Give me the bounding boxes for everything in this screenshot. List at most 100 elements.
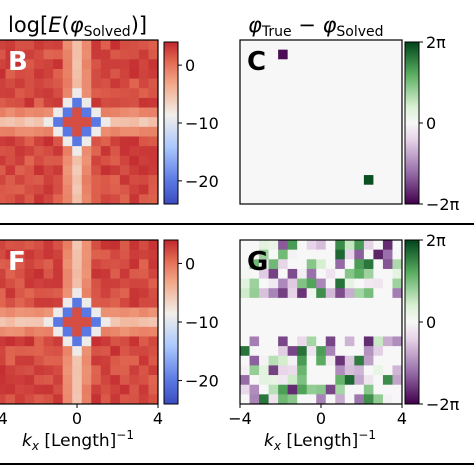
heatmap-cell bbox=[287, 146, 298, 157]
heatmap-cell bbox=[382, 384, 393, 395]
heatmap-cell bbox=[335, 146, 346, 157]
heatmap-cell bbox=[344, 249, 355, 260]
heatmap-cell bbox=[110, 346, 121, 357]
heatmap-cell bbox=[138, 394, 149, 405]
heatmap-cell bbox=[259, 384, 269, 395]
heatmap-cell bbox=[34, 384, 45, 395]
heatmap-cell bbox=[119, 146, 130, 157]
heatmap-cell bbox=[287, 40, 298, 51]
heatmap-cell bbox=[268, 384, 279, 395]
colorbar-tick-label: −2π bbox=[426, 195, 460, 214]
heatmap-cell bbox=[363, 297, 374, 308]
heatmap-cell bbox=[53, 40, 64, 51]
heatmap-cell bbox=[119, 384, 130, 395]
heatmap-cell bbox=[363, 184, 374, 195]
heatmap-cell bbox=[268, 49, 279, 60]
heatmap-cell bbox=[53, 78, 64, 89]
heatmap-cell bbox=[119, 88, 130, 99]
heatmap-cell bbox=[297, 88, 308, 99]
heatmap-cell bbox=[129, 40, 140, 51]
heatmap-cell bbox=[129, 165, 140, 176]
heatmap-cell bbox=[129, 49, 140, 60]
heatmap-cell bbox=[259, 307, 269, 318]
heatmap-cell bbox=[278, 107, 289, 118]
heatmap-cell bbox=[62, 68, 73, 79]
heatmap-cell bbox=[335, 78, 346, 89]
heatmap-cell bbox=[278, 307, 289, 318]
heatmap-cell bbox=[373, 49, 384, 60]
heatmap-cell bbox=[110, 184, 121, 195]
heatmap-cell bbox=[278, 126, 289, 137]
heatmap-cell bbox=[15, 175, 25, 186]
heatmap-cell bbox=[34, 68, 45, 79]
heatmap-cell bbox=[392, 259, 403, 270]
heatmap-cell bbox=[268, 268, 279, 279]
heatmap-cell bbox=[129, 297, 140, 308]
heatmap-cell bbox=[240, 194, 250, 205]
heatmap-cell bbox=[5, 346, 16, 357]
heatmap-cell bbox=[392, 288, 403, 299]
heatmap-cell bbox=[259, 68, 269, 79]
heatmap-cell bbox=[15, 259, 25, 270]
heatmap-cell bbox=[0, 40, 6, 51]
colorbar-phase-top bbox=[404, 41, 420, 205]
heatmap-cell bbox=[354, 97, 365, 108]
heatmap-cell bbox=[100, 288, 111, 299]
heatmap-cell bbox=[392, 249, 403, 260]
heatmap-cell bbox=[259, 97, 269, 108]
heatmap-cell bbox=[5, 384, 16, 395]
heatmap-cell bbox=[53, 146, 64, 157]
heatmap-cell bbox=[62, 259, 73, 270]
heatmap-cell bbox=[91, 59, 102, 70]
heatmap-cell bbox=[119, 184, 130, 195]
heatmap-cell bbox=[15, 126, 25, 137]
heatmap-cell bbox=[278, 259, 289, 270]
heatmap-cell bbox=[100, 40, 111, 51]
heatmap-cell bbox=[5, 297, 16, 308]
heatmap-cell bbox=[240, 184, 250, 195]
heatmap-cell bbox=[240, 40, 250, 51]
heatmap-cell bbox=[373, 146, 384, 157]
heatmap-cell bbox=[297, 49, 308, 60]
heatmap-cell bbox=[335, 40, 346, 51]
heatmap-cell bbox=[354, 126, 365, 137]
heatmap-cell bbox=[354, 288, 365, 299]
heatmap-cell bbox=[354, 78, 365, 89]
heatmap-cell bbox=[382, 268, 393, 279]
heatmap-cell bbox=[81, 394, 92, 405]
heatmap-cell bbox=[110, 49, 121, 60]
heatmap-cell bbox=[0, 365, 6, 376]
heatmap-cell bbox=[91, 336, 102, 347]
heatmap-cell bbox=[344, 355, 355, 366]
heatmap-cell bbox=[382, 97, 393, 108]
heatmap-cell bbox=[268, 184, 279, 195]
heatmap-cell bbox=[373, 194, 384, 205]
heatmap-cell bbox=[249, 259, 260, 270]
heatmap-cell bbox=[268, 117, 279, 128]
heatmap-cell bbox=[148, 346, 159, 357]
x-tick-label: −4 bbox=[228, 409, 252, 428]
heatmap-cell bbox=[297, 288, 308, 299]
heatmap-cell bbox=[382, 88, 393, 99]
heatmap-cell bbox=[259, 297, 269, 308]
heatmap-cell bbox=[306, 278, 317, 289]
heatmap-cell bbox=[297, 365, 308, 376]
heatmap-cell bbox=[392, 117, 403, 128]
heatmap-cell bbox=[24, 97, 35, 108]
heatmap-cell bbox=[62, 355, 73, 366]
colorbar-tick-label: −2π bbox=[426, 395, 460, 414]
heatmap-cell bbox=[278, 194, 289, 205]
heatmap-cell bbox=[129, 365, 140, 376]
heatmap-cell bbox=[297, 194, 308, 205]
heatmap-cell bbox=[354, 365, 365, 376]
heatmap-cell bbox=[138, 68, 149, 79]
heatmap-cell bbox=[119, 375, 130, 386]
heatmap-cell bbox=[72, 355, 83, 366]
heatmap-cell bbox=[316, 68, 327, 79]
heatmap-cell bbox=[148, 117, 159, 128]
heatmap-cell bbox=[297, 278, 308, 289]
heatmap-cell bbox=[110, 297, 121, 308]
heatmap-cell bbox=[110, 68, 121, 79]
heatmap-cell bbox=[43, 394, 54, 405]
heatmap-cell bbox=[138, 307, 149, 318]
